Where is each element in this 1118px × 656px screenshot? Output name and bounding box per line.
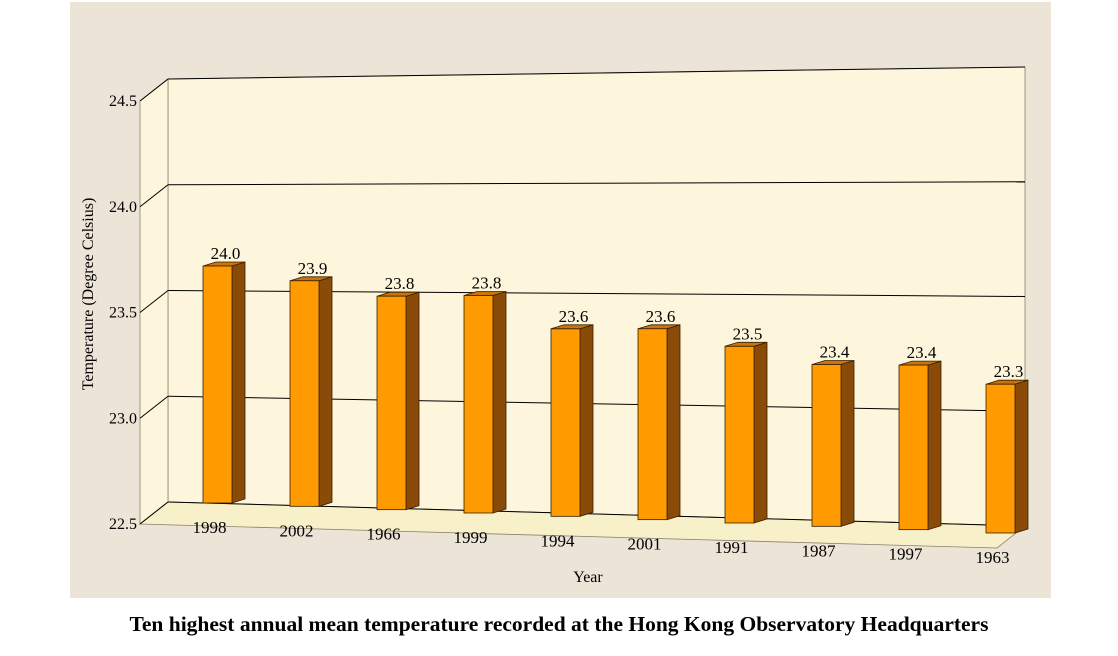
bar-chart: 22.5 23.0 23.5 24.0 24.5 24.0 1998 23.9 2002 23.8…	[80, 66, 1029, 586]
bar	[811, 364, 842, 527]
bar	[202, 265, 233, 504]
bar-value-label: 23.3	[994, 362, 1024, 381]
bar	[289, 280, 320, 507]
x-tick-label: 1987	[802, 541, 837, 560]
bar-value-label: 23.8	[385, 274, 415, 293]
y-tick-label: 22.5	[109, 516, 137, 533]
x-tick-label: 1999	[454, 528, 488, 547]
bar-side	[1014, 379, 1029, 534]
bar-side	[405, 291, 420, 511]
y-axis-title: Temperature (Degree Celsius)	[80, 198, 97, 391]
gridline-side	[139, 395, 169, 419]
bar	[376, 295, 407, 511]
bar-value-label: 23.9	[298, 259, 328, 278]
bar-side	[231, 261, 246, 504]
bar	[550, 328, 581, 517]
gridline-side	[139, 78, 169, 102]
y-tick-label: 24.0	[109, 199, 137, 216]
gridline-side	[139, 501, 169, 525]
y-tick-label: 23.5	[109, 305, 137, 322]
bar-side	[927, 360, 942, 531]
bar-side	[753, 341, 768, 524]
gridline-side	[139, 184, 169, 208]
bar	[898, 364, 929, 531]
gridline-side	[139, 290, 169, 313]
y-tick-label: 24.5	[109, 93, 137, 110]
bar	[724, 345, 755, 524]
y-tick-label: 23.0	[109, 410, 137, 427]
gridline	[167, 181, 1026, 186]
x-tick-label: 1997	[889, 545, 924, 564]
x-axis-title: Year	[573, 569, 603, 586]
bar-value-label: 23.5	[733, 324, 763, 343]
bar-side	[666, 324, 681, 521]
bar-value-label: 23.6	[646, 307, 676, 326]
chart-caption: Ten highest annual mean temperature reco…	[129, 612, 989, 636]
bar	[637, 328, 668, 521]
bar-value-label: 23.4	[907, 343, 937, 362]
x-tick-label: 2001	[628, 535, 662, 554]
bar-value-label: 23.6	[559, 307, 589, 326]
x-tick-label: 1963	[976, 548, 1010, 567]
x-tick-label: 1994	[541, 531, 576, 550]
bar-side	[840, 359, 855, 527]
bar-value-label: 23.4	[820, 343, 850, 362]
x-tick-label: 1991	[715, 538, 749, 557]
x-tick-label: 1966	[367, 525, 401, 544]
bar	[985, 383, 1016, 534]
bar-value-label: 23.8	[472, 273, 502, 292]
x-tick-label: 2002	[280, 521, 314, 540]
bar-side	[492, 290, 507, 514]
gridline	[167, 66, 1026, 80]
x-tick-label: 1998	[193, 518, 227, 537]
bar-side	[318, 276, 333, 507]
bar	[463, 295, 494, 514]
chart-panel: 22.5 23.0 23.5 24.0 24.5 24.0 1998 23.9 2002 23.8…	[70, 2, 1051, 598]
bar-value-label: 24.0	[211, 244, 241, 263]
bar-side	[579, 324, 594, 517]
